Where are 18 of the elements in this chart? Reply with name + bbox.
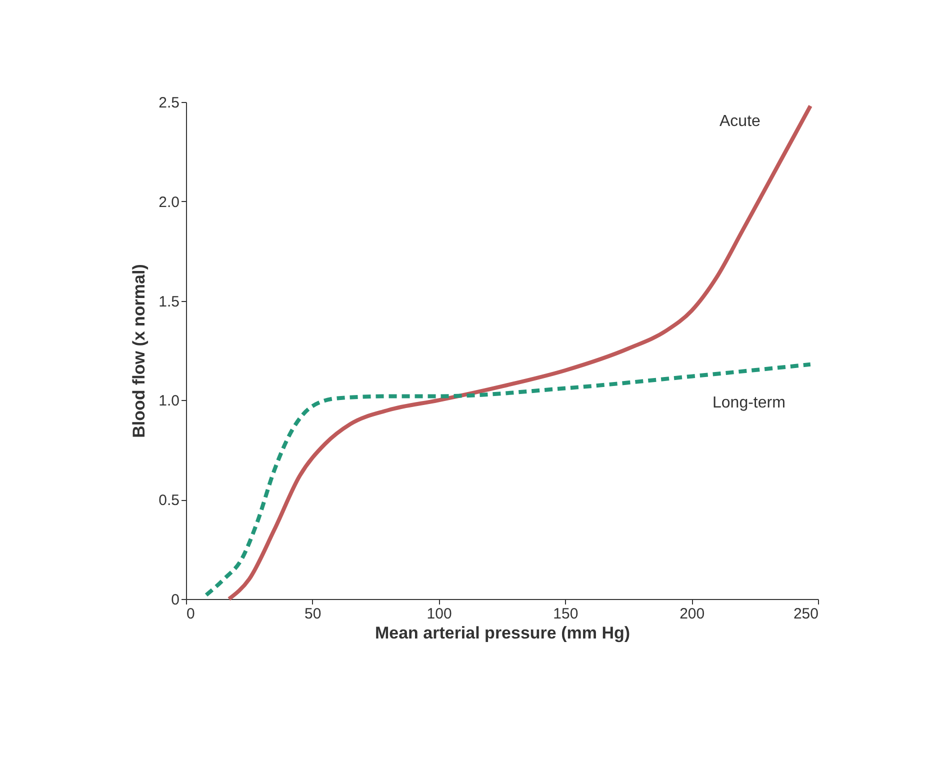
y-axis-title: Blood flow (x normal) [130,264,149,438]
y-tick-label: 2.5 [158,94,180,112]
x-tick-label: 100 [426,606,452,622]
x-tick-label: 50 [304,606,322,622]
y-tick-label: 1.0 [158,392,180,410]
y-tick-label: 1.5 [158,293,180,310]
x-axis-title: Mean arterial pressure (mm Hg) [374,624,630,642]
x-tick-label: 0 [186,606,195,622]
x-tick-label: 200 [680,606,705,622]
series-label: Long-term [712,394,786,412]
y-tick-label: 2.0 [158,194,180,211]
x-tick-label: 250 [793,606,818,622]
y-tick-label: 0.5 [158,492,180,510]
line-series [204,362,812,598]
text: Acute [719,112,761,130]
line-series [226,104,812,601]
x-tick-label: 150 [553,606,578,622]
y-tick-label: 0 [171,592,180,608]
